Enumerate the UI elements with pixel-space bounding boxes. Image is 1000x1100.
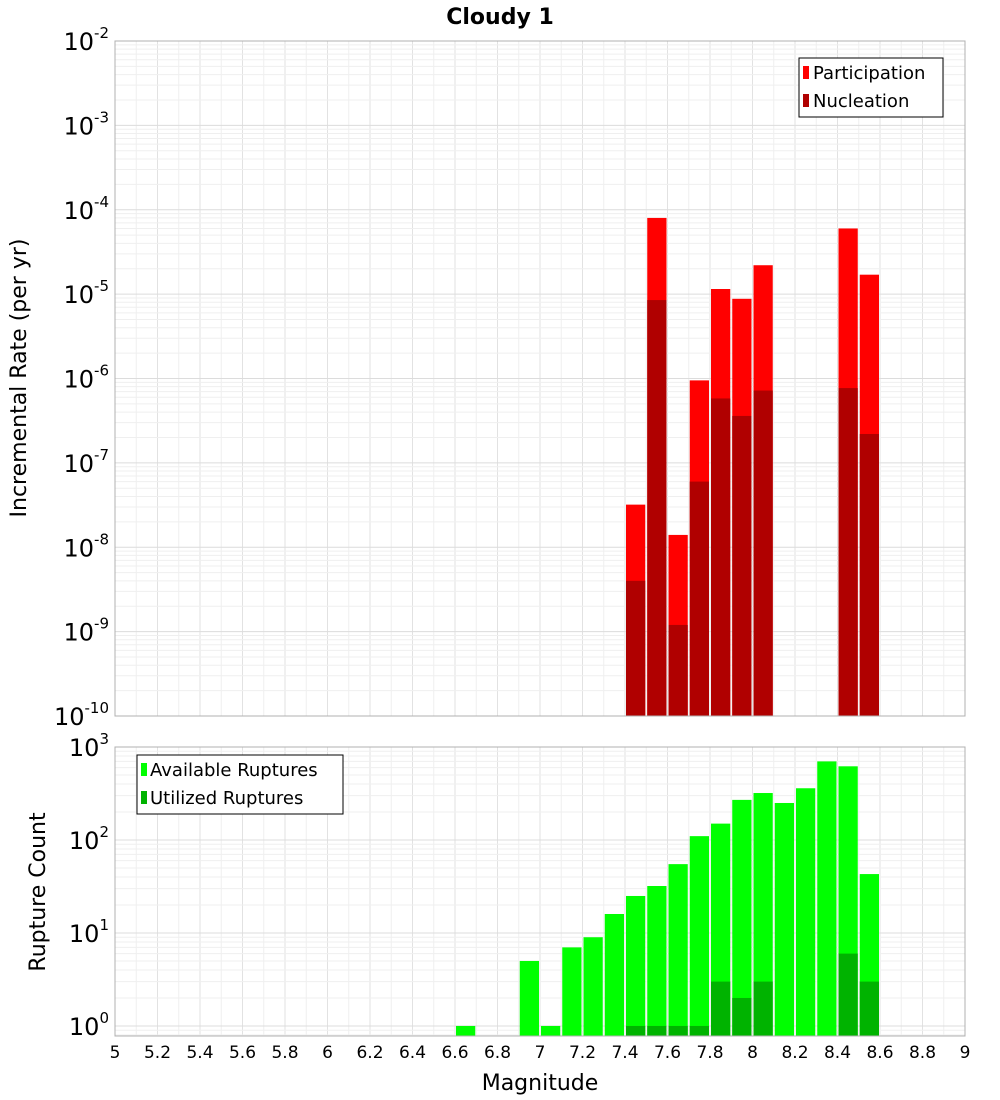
bar-available-ruptures [753,793,773,1036]
bottom-legend: Available Ruptures Utilized Ruptures [136,754,344,815]
bar-utilized-ruptures [647,1025,667,1036]
y-tick-label: 10-9 [63,615,109,647]
y-tick-label: 10-4 [63,193,109,225]
legend-label-participation: Participation [813,63,925,84]
x-tick-label: 6.6 [441,1043,468,1063]
top-legend-box [798,57,944,118]
bar-nucleation [647,300,667,716]
bar-available-ruptures [732,799,752,1036]
x-tick-label: 7.8 [696,1043,723,1063]
x-tick-label: 6 [322,1043,333,1063]
bar-nucleation [732,415,752,716]
x-tick-label: 6.8 [484,1043,511,1063]
x-tick-label: 5 [110,1043,121,1063]
y-tick-label: 10-7 [63,446,109,478]
x-tick-label: 9 [960,1043,971,1063]
bar-available-ruptures [647,886,667,1036]
x-tick-label: 8.2 [781,1043,808,1063]
y-tick-label: 10-3 [63,108,109,140]
bar-available-ruptures [626,895,646,1036]
y-tick-label: 10-8 [63,530,109,562]
x-tick-label: 8.4 [824,1043,851,1063]
legend-swatch-available-ruptures [141,763,147,776]
bar-available-ruptures [519,960,539,1036]
bar-available-ruptures [583,937,603,1036]
y-tick-label: 10-2 [63,24,109,56]
bar-available-ruptures [604,913,624,1036]
bar-available-ruptures [562,947,582,1036]
y-tick-label: 102 [69,823,109,855]
bar-nucleation [859,433,879,716]
x-tick-label: 8.6 [866,1043,893,1063]
x-tick-label: 5.4 [186,1043,213,1063]
y-tick-label: 10-5 [63,277,109,309]
y-tick-label: 10-6 [63,362,109,394]
x-tick-label: 6.2 [356,1043,383,1063]
top-y-ticks: 10-10 10-9 10-8 10-7 10-6 10-5 10-4 10-3 10-2 [54,24,109,731]
bar-nucleation [668,624,688,716]
x-tick-label: 8.8 [909,1043,936,1063]
x-tick-label: 7.6 [654,1043,681,1063]
top-y-axis-label: Incremental Rate (per yr) [7,239,32,518]
top-gridlines [114,40,966,717]
x-tick-label: 7.4 [611,1043,638,1063]
chart-title: Cloudy 1 [446,5,554,30]
y-tick-label: 100 [69,1009,109,1041]
x-tick-label: 5.8 [271,1043,298,1063]
bottom-y-axis-label: Rupture Count [26,812,51,972]
x-tick-label: 5.2 [144,1043,171,1063]
legend-label-utilized-ruptures: Utilized Ruptures [150,788,303,809]
bar-utilized-ruptures [689,1025,709,1036]
top-plot-border [114,40,966,717]
legend-swatch-participation [803,66,809,79]
legend-label-available-ruptures: Available Ruptures [150,760,318,781]
bar-available-ruptures [668,864,688,1036]
bar-utilized-ruptures [732,997,752,1036]
x-axis-ticks: 5 5.2 5.4 5.6 5.8 6 6.2 6.4 6.6 6.8 7 7.2 7.4 7.6 7.8 8… [110,1043,971,1063]
top-bars [626,217,879,716]
bar-utilized-ruptures [838,953,858,1036]
bottom-plot-area: 100 101 102 103 5 5.2 5.4 5.6 5.8 6 6.2 6.4 6.6 6.8 7… [26,730,970,1096]
bar-available-ruptures [774,802,794,1036]
x-axis-label: Magnitude [482,1071,599,1096]
y-tick-label: 10-10 [54,699,109,731]
x-tick-label: 8 [747,1043,758,1063]
bar-available-ruptures [796,788,816,1036]
bar-nucleation [753,390,773,716]
bar-utilized-ruptures [711,981,731,1036]
top-legend: Participation Nucleation [798,57,944,118]
bar-available-ruptures [456,1025,476,1036]
bar-utilized-ruptures [668,1025,688,1036]
bar-utilized-ruptures [626,1025,646,1036]
y-tick-label: 101 [69,916,109,948]
bar-nucleation [838,388,858,716]
x-tick-label: 6.4 [399,1043,426,1063]
x-tick-label: 7.2 [569,1043,596,1063]
top-plot-area: 10-10 10-9 10-8 10-7 10-6 10-5 10-4 10-3 10-2 In… [7,24,966,731]
bar-nucleation [689,481,709,716]
bar-nucleation [711,398,731,716]
legend-swatch-utilized-ruptures [141,791,147,804]
x-tick-label: 7 [535,1043,546,1063]
y-tick-label: 103 [69,730,109,762]
bottom-y-ticks: 100 101 102 103 [69,730,109,1041]
bar-available-ruptures [541,1025,561,1036]
bar-available-ruptures [689,836,709,1036]
bar-utilized-ruptures [753,981,773,1036]
legend-label-nucleation: Nucleation [813,91,909,112]
bottom-legend-box [136,754,344,815]
bar-nucleation [626,580,646,716]
x-tick-label: 5.6 [229,1043,256,1063]
bottom-bars [456,761,879,1036]
bar-utilized-ruptures [859,981,879,1036]
legend-swatch-nucleation [803,94,809,107]
bar-available-ruptures [817,761,837,1036]
bottom-plot-border [114,746,966,1037]
